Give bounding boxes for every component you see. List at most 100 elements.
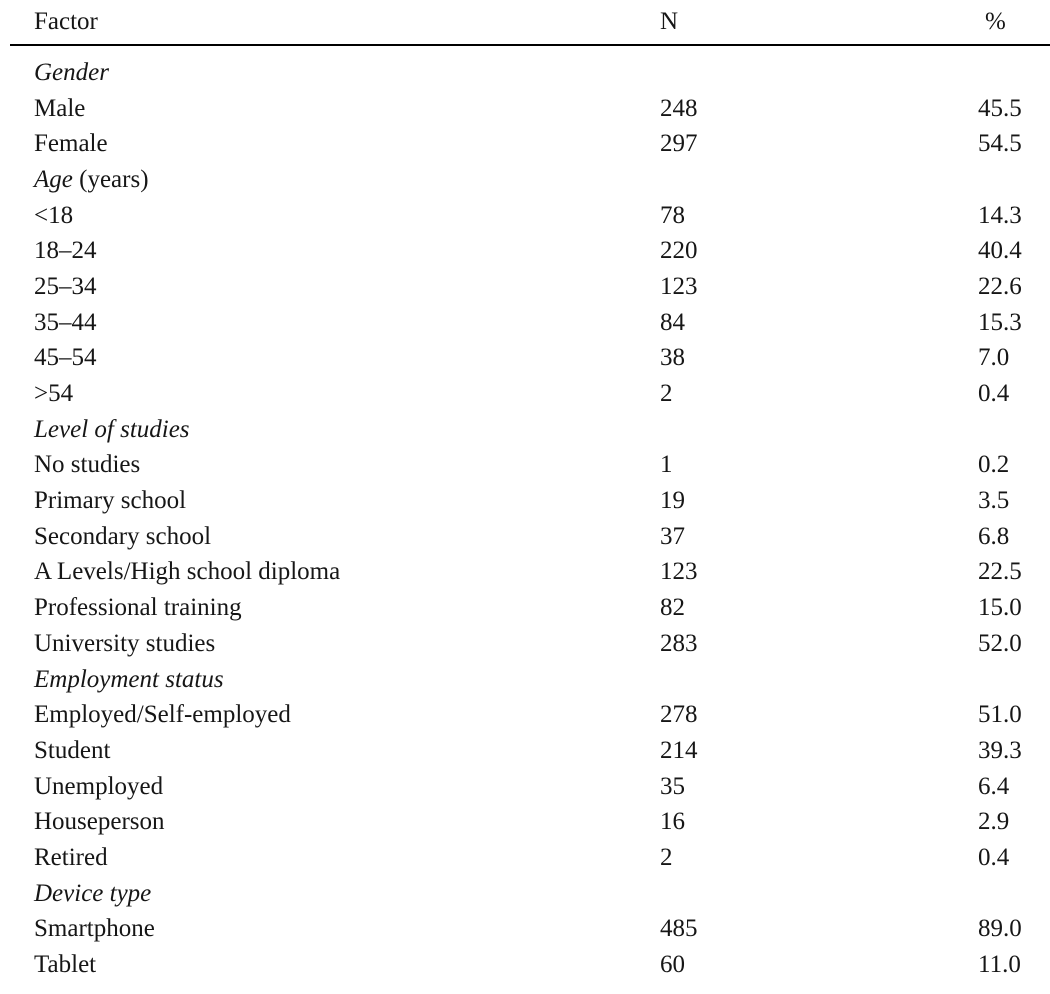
factor-cell: >54 (34, 380, 74, 408)
table-row: Smartphone 485 89.0 (10, 912, 1050, 948)
section-label: Age (34, 165, 73, 193)
factor-cell: A Levels/High school diploma (34, 558, 341, 586)
table-header-row: Factor N % (10, 0, 1050, 46)
section-label-cell: Level of studies (10, 416, 660, 444)
percent-cell: 7.0 (978, 344, 1010, 372)
table-row: Secondary school 37 6.8 (10, 519, 1050, 555)
factor-cell: Retired (34, 843, 108, 871)
percent-cell: 2.9 (978, 808, 1010, 836)
table-row: >54 2 0.4 (10, 376, 1050, 412)
column-header-factor: Factor (34, 8, 98, 35)
percent-cell: 54.5 (978, 130, 1022, 158)
section-label-cell: Gender (10, 59, 660, 87)
table-row: 18–24 220 40.4 (10, 233, 1050, 269)
table-row: Female 297 54.5 (10, 126, 1050, 162)
section-label-cell: Employment status (10, 666, 660, 694)
n-cell: 60 (660, 951, 685, 979)
factor-cell: Houseperson (34, 808, 165, 836)
percent-cell: 89.0 (978, 915, 1022, 943)
factor-cell: 25–34 (34, 272, 97, 300)
percent-cell: 6.4 (978, 772, 1010, 800)
table-row: University studies 283 52.0 (10, 626, 1050, 662)
factor-cell: Primary school (34, 487, 187, 515)
demographics-table: Factor N % Gender Male 248 45.5 Female 297 54.… (10, 0, 1050, 983)
n-cell: 248 (660, 94, 698, 122)
factor-cell: Tablet (34, 951, 97, 979)
n-cell: 38 (660, 344, 685, 372)
n-cell: 214 (660, 736, 698, 764)
n-cell: 123 (660, 558, 698, 586)
percent-cell: 45.5 (978, 94, 1022, 122)
factor-cell: No studies (34, 451, 141, 479)
n-cell: 19 (660, 487, 685, 515)
section-header-row: Gender (10, 55, 1050, 91)
table-row: <18 78 14.3 (10, 198, 1050, 234)
table-row: 25–34 123 22.6 (10, 269, 1050, 305)
n-cell: 297 (660, 130, 698, 158)
n-cell: 220 (660, 237, 698, 265)
table-row: A Levels/High school diploma 123 22.5 (10, 555, 1050, 591)
table-row: Student 214 39.3 (10, 733, 1050, 769)
factor-cell: Male (34, 94, 86, 122)
percent-cell: 39.3 (978, 736, 1022, 764)
n-cell: 283 (660, 629, 698, 657)
factor-cell: Smartphone (34, 915, 155, 943)
section-label: Gender (34, 58, 109, 86)
percent-cell: 52.0 (978, 629, 1022, 657)
factor-cell: Female (34, 130, 108, 158)
factor-cell: <18 (34, 201, 74, 229)
n-cell: 1 (660, 451, 673, 479)
n-cell: 123 (660, 272, 698, 300)
percent-cell: 40.4 (978, 237, 1022, 265)
table-row: Retired 2 0.4 (10, 840, 1050, 876)
n-cell: 35 (660, 772, 685, 800)
n-cell: 2 (660, 843, 673, 871)
table-body: Gender Male 248 45.5 Female 297 54.5 Age (years… (10, 46, 1050, 983)
factor-cell: 18–24 (34, 237, 97, 265)
section-label: Level of studies (34, 415, 190, 443)
factor-cell: 35–44 (34, 308, 97, 336)
percent-cell: 22.6 (978, 272, 1022, 300)
section-header-row: Device type (10, 876, 1050, 912)
section-header-row: Employment status (10, 662, 1050, 698)
table-row: Tablet 60 11.0 (10, 947, 1050, 983)
percent-cell: 15.0 (978, 594, 1022, 622)
percent-cell: 3.5 (978, 487, 1010, 515)
section-label-cell: Age (years) (10, 166, 660, 194)
section-label: Employment status (34, 665, 224, 693)
table-row: Unemployed 35 6.4 (10, 769, 1050, 805)
section-header-row: Age (years) (10, 162, 1050, 198)
percent-cell: 0.4 (978, 843, 1010, 871)
n-cell: 16 (660, 808, 685, 836)
percent-cell: 0.4 (978, 380, 1010, 408)
table-row: 45–54 38 7.0 (10, 341, 1050, 377)
factor-cell: Employed/Self-employed (34, 701, 291, 729)
n-cell: 2 (660, 380, 673, 408)
percent-cell: 0.2 (978, 451, 1010, 479)
n-cell: 485 (660, 915, 698, 943)
n-cell: 278 (660, 701, 698, 729)
factor-cell: Unemployed (34, 772, 164, 800)
section-header-row: Level of studies (10, 412, 1050, 448)
section-label-suffix: (years) (72, 165, 149, 193)
table-row: 35–44 84 15.3 (10, 305, 1050, 341)
table-row: Employed/Self-employed 278 51.0 (10, 697, 1050, 733)
table-row: No studies 1 0.2 (10, 448, 1050, 484)
n-cell: 78 (660, 201, 685, 229)
percent-cell: 22.5 (978, 558, 1022, 586)
n-cell: 82 (660, 594, 685, 622)
column-header-n: N (660, 8, 679, 35)
percent-cell: 14.3 (978, 201, 1022, 229)
factor-cell: Professional training (34, 594, 242, 622)
column-header-percent: % (985, 8, 1006, 35)
table-row: Male 248 45.5 (10, 91, 1050, 127)
table-row: Professional training 82 15.0 (10, 590, 1050, 626)
factor-cell: Secondary school (34, 522, 212, 550)
percent-cell: 6.8 (978, 522, 1010, 550)
section-label: Device type (34, 879, 152, 907)
percent-cell: 51.0 (978, 701, 1022, 729)
table-row: Houseperson 16 2.9 (10, 804, 1050, 840)
table-row: Primary school 19 3.5 (10, 483, 1050, 519)
factor-cell: 45–54 (34, 344, 97, 372)
percent-cell: 11.0 (978, 951, 1021, 979)
